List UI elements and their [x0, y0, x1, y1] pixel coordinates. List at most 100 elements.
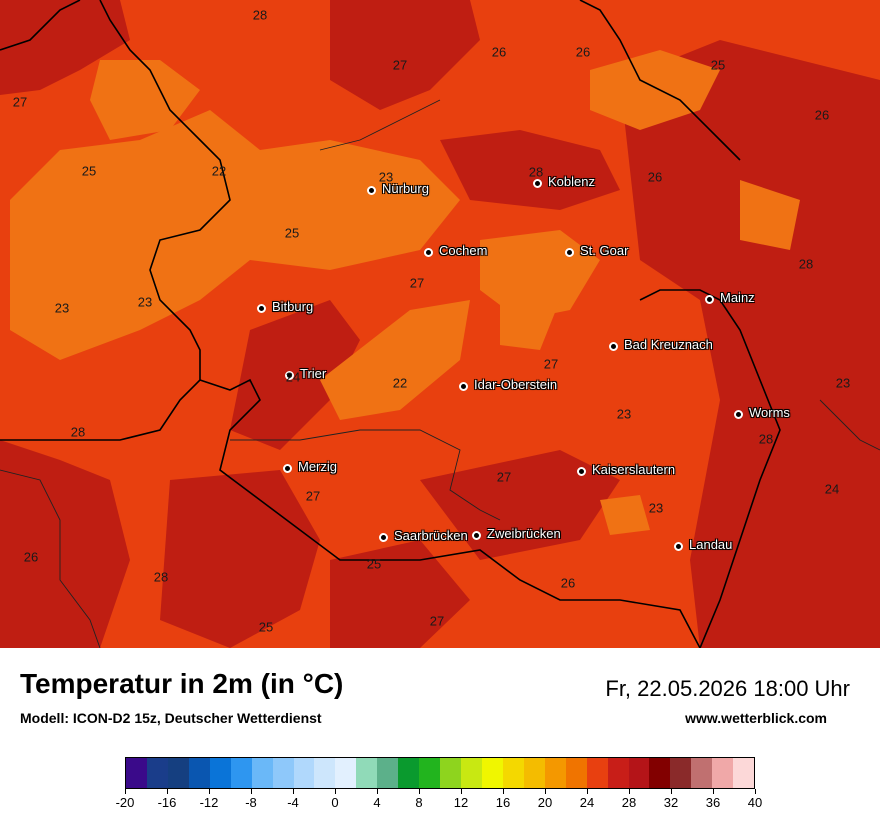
temperature-value: 25 — [284, 225, 300, 241]
scale-tick-mark — [125, 789, 126, 794]
scale-tick-mark — [587, 789, 588, 794]
scale-segment — [126, 758, 147, 788]
scale-segment — [272, 758, 294, 788]
scale-segment — [146, 758, 168, 788]
scale-segment — [209, 758, 231, 788]
temperature-value: 27 — [392, 57, 408, 73]
scale-segment — [188, 758, 210, 788]
temperature-value: 28 — [252, 7, 268, 23]
scale-tick-label: 12 — [453, 795, 469, 810]
temperature-value: 25 — [81, 163, 97, 179]
scale-tick-label: 32 — [663, 795, 679, 810]
temperature-value: 27 — [543, 356, 559, 372]
scale-tick-label: 16 — [495, 795, 511, 810]
scale-tick-mark — [377, 789, 378, 794]
scale-segment — [712, 758, 734, 788]
scale-tick-mark — [251, 789, 252, 794]
website-link[interactable]: www.wetterblick.com — [685, 710, 827, 726]
scale-segment — [733, 758, 755, 788]
city-label: Bitburg — [272, 299, 314, 314]
temperature-value: 24 — [285, 369, 301, 385]
temperature-value: 28 — [758, 431, 774, 447]
scale-tick-mark — [671, 789, 672, 794]
temperature-value: 25 — [366, 556, 382, 572]
temperature-value: 28 — [528, 164, 544, 180]
scale-tick-label: 4 — [373, 795, 381, 810]
forecast-datetime: Fr, 22.05.2026 18:00 Uhr — [605, 676, 850, 701]
scale-segment — [440, 758, 461, 788]
temperature-value: 25 — [710, 57, 726, 73]
city-dot — [424, 248, 433, 257]
temperature-value: 23 — [835, 375, 851, 391]
color-scale — [125, 757, 755, 789]
city-label: Trier — [300, 366, 327, 381]
scale-tick-label: 28 — [621, 795, 637, 810]
scale-segment — [607, 758, 629, 788]
scale-tick-mark — [755, 789, 756, 794]
scale-segment — [293, 758, 315, 788]
scale-tick-label: 24 — [579, 795, 595, 810]
temperature-value: 27 — [12, 94, 28, 110]
temperature-value: 22 — [392, 375, 408, 391]
city-label: St. Goar — [580, 243, 629, 258]
city-dot — [283, 464, 292, 473]
temperature-value: 24 — [824, 481, 840, 497]
temperature-value: 27 — [496, 469, 512, 485]
scale-segment — [691, 758, 713, 788]
scale-segment — [230, 758, 252, 788]
scale-tick-mark — [629, 789, 630, 794]
scale-tick-label: -4 — [287, 795, 299, 810]
scale-tick-label: 0 — [331, 795, 339, 810]
scale-tick-mark — [461, 789, 462, 794]
temperature-value: 23 — [137, 294, 153, 310]
scale-segment — [481, 758, 503, 788]
temperature-value: 26 — [575, 44, 591, 60]
scale-segment — [523, 758, 545, 788]
city-dot — [734, 410, 743, 419]
scale-tick-mark — [503, 789, 504, 794]
temperature-value: 28 — [153, 569, 169, 585]
scale-tick-label: -20 — [115, 795, 135, 810]
scale-segment — [314, 758, 336, 788]
city-label: Kaiserslautern — [592, 462, 676, 477]
scale-segment — [565, 758, 587, 788]
scale-segment — [649, 758, 671, 788]
city-dot — [577, 467, 586, 476]
city-label: Saarbrücken — [394, 528, 468, 543]
temperature-value: 23 — [616, 406, 632, 422]
city-dot — [565, 248, 574, 257]
scale-tick-mark — [293, 789, 294, 794]
info-panel: Temperatur in 2m (in °C) Modell: ICON-D2… — [0, 648, 880, 830]
scale-segment — [335, 758, 357, 788]
scale-segment — [398, 758, 420, 788]
temperature-value: 23 — [54, 300, 70, 316]
city-label: Idar-Oberstein — [474, 377, 558, 392]
scale-segment — [502, 758, 524, 788]
city-label: Cochem — [439, 243, 488, 258]
temperature-value: 26 — [647, 169, 663, 185]
scale-segment — [544, 758, 566, 788]
city-dot — [674, 542, 683, 551]
scale-segment — [251, 758, 273, 788]
city-dot — [472, 531, 481, 540]
scale-tick-label: 40 — [747, 795, 763, 810]
scale-tick-label: -12 — [199, 795, 219, 810]
city-label: Koblenz — [548, 174, 595, 189]
scale-tick-mark — [419, 789, 420, 794]
scale-segment — [670, 758, 692, 788]
temperature-value: 22 — [211, 163, 227, 179]
temperature-value: 27 — [305, 488, 321, 504]
temperature-value: 26 — [23, 549, 39, 565]
city-label: Landau — [689, 537, 733, 552]
scale-tick-label: -16 — [157, 795, 177, 810]
temperature-value: 26 — [814, 107, 830, 123]
temperature-map: Nürburg Koblenz Cochem St. Goar Bitburg Mainz… — [0, 0, 880, 648]
temperature-value: 27 — [409, 275, 425, 291]
city-label: Zweibrücken — [487, 526, 561, 541]
scale-segment — [167, 758, 189, 788]
scale-segment — [419, 758, 441, 788]
scale-tick-mark — [545, 789, 546, 794]
scale-tick-label: -8 — [245, 795, 257, 810]
city-dot — [257, 304, 266, 313]
scale-tick-label: 8 — [415, 795, 423, 810]
